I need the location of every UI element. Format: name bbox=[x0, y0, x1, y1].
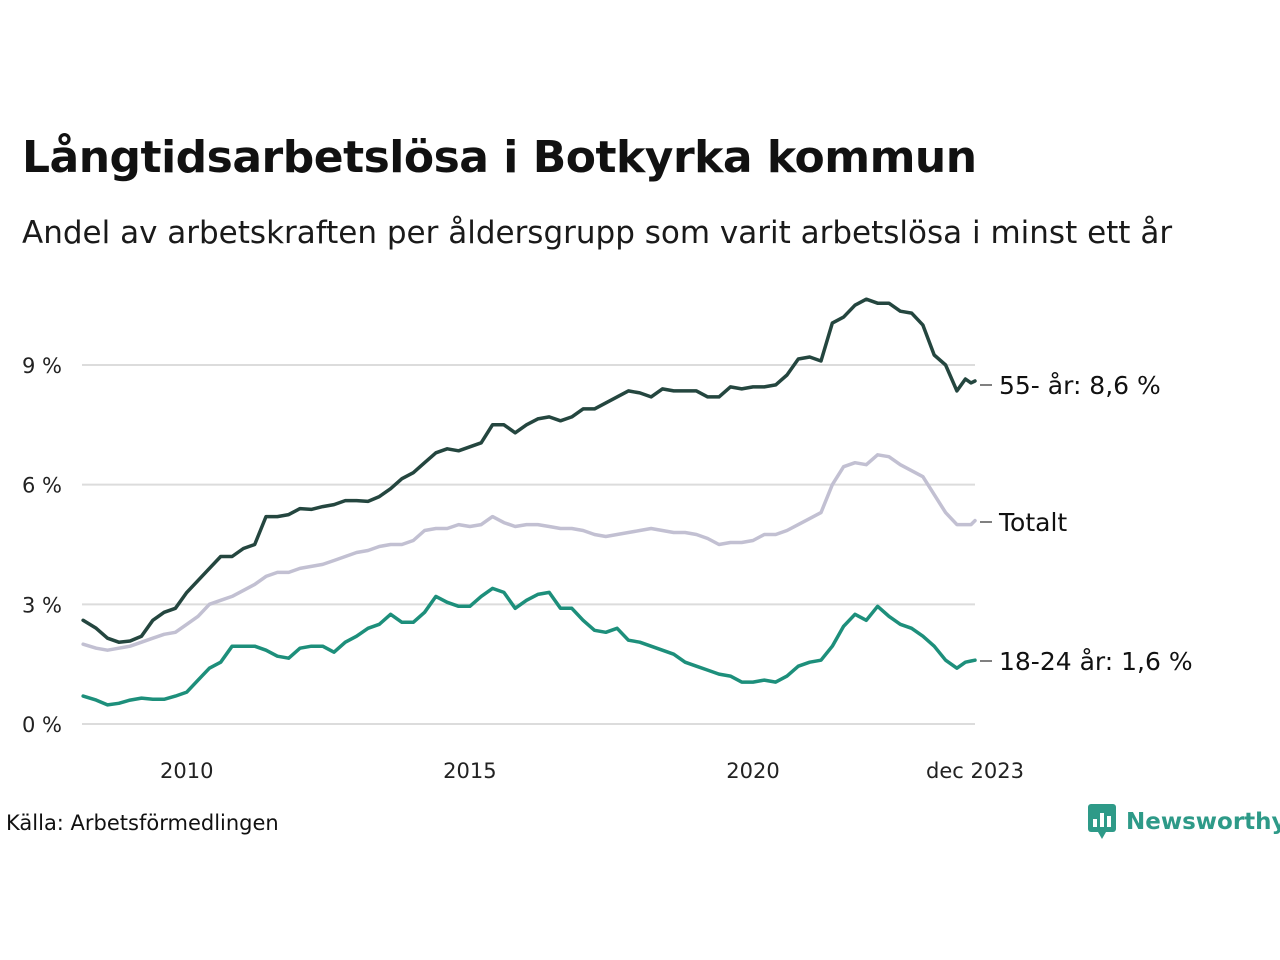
series-line-2 bbox=[81, 586, 977, 707]
newsworthy-logo-icon bbox=[1088, 804, 1116, 839]
brand-logo: Newsworthy bbox=[1088, 804, 1280, 840]
series-end-label-1: Totalt bbox=[998, 508, 1067, 537]
brand-name: Newsworthy bbox=[1126, 809, 1280, 835]
chart-title: Långtidsarbetslösa i Botkyrka kommun bbox=[22, 132, 977, 183]
y-tick-label-3: 9 % bbox=[22, 354, 62, 378]
series-end-label-0: 55- år: 8,6 % bbox=[999, 371, 1161, 400]
series-line-1 bbox=[81, 453, 977, 652]
x-tick-label-3: dec 2023 bbox=[926, 759, 1024, 783]
y-axis-labels: 0 % 3 % 6 % 9 % bbox=[22, 354, 62, 737]
grid-lines bbox=[82, 364, 975, 725]
y-tick-label-1: 3 % bbox=[22, 593, 62, 617]
x-axis-labels: 2010 2015 2020 dec 2023 bbox=[160, 759, 1024, 783]
source-note: Källa: Arbetsförmedlingen bbox=[6, 811, 279, 835]
series-lines bbox=[81, 297, 977, 707]
x-tick-label-2: 2020 bbox=[726, 759, 779, 783]
y-tick-label-2: 6 % bbox=[22, 474, 62, 498]
series-end-label-2: 18-24 år: 1,6 % bbox=[999, 647, 1193, 676]
series-line-0 bbox=[81, 297, 977, 644]
x-tick-label-1: 2015 bbox=[443, 759, 496, 783]
x-tick-label-0: 2010 bbox=[160, 759, 213, 783]
chart-subtitle: Andel av arbetskraften per åldersgrupp s… bbox=[22, 215, 1173, 251]
series-end-labels: 55- år: 8,6 % Totalt 18-24 år: 1,6 % bbox=[980, 371, 1193, 676]
y-tick-label-0: 0 % bbox=[22, 713, 62, 737]
